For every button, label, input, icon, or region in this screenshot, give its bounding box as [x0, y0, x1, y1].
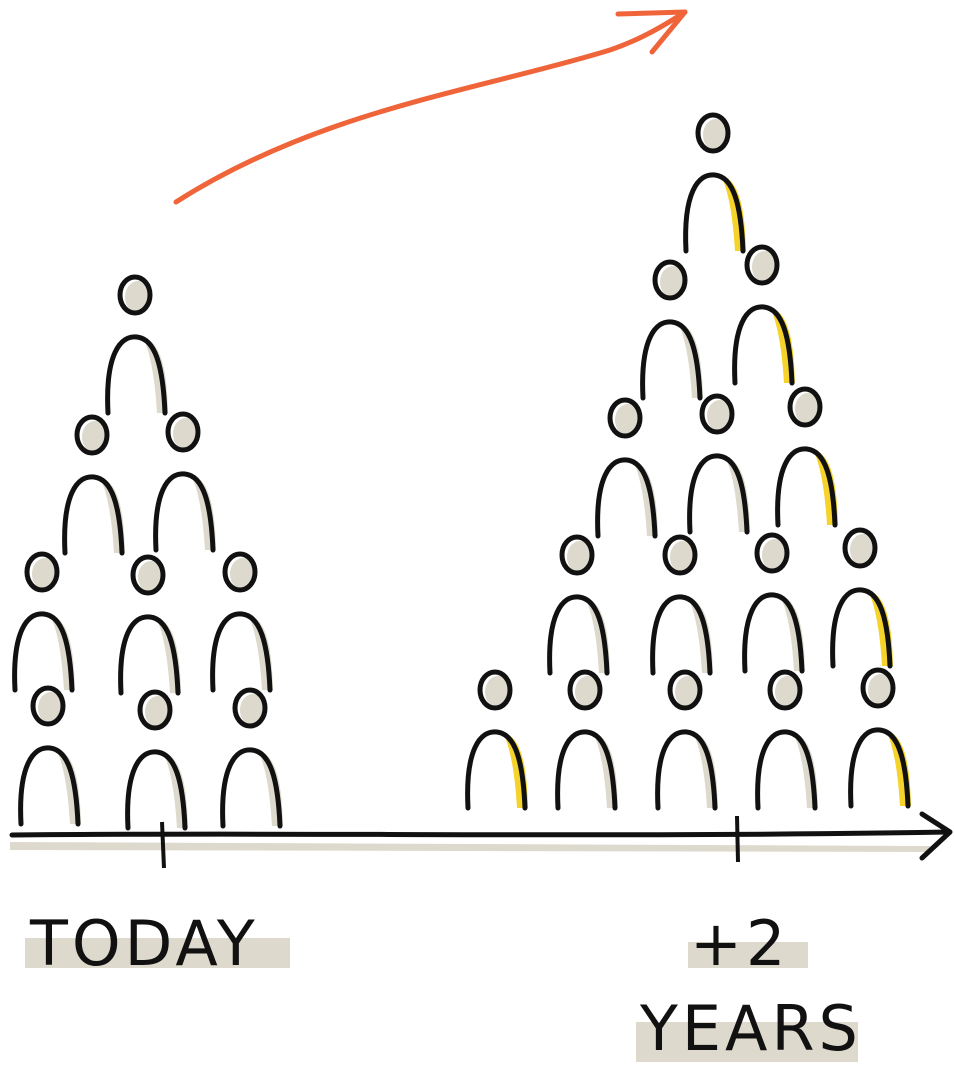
today-label: TODAY: [29, 907, 259, 980]
time-axis: [12, 832, 948, 835]
tick-two-years: [737, 816, 738, 862]
growth-arrow: [176, 12, 685, 202]
axis-arrowhead: [922, 814, 950, 858]
plus-label: +2: [690, 907, 789, 980]
years-label: YEARS: [639, 992, 862, 1065]
people: [15, 115, 911, 828]
tick-today: [162, 822, 164, 868]
illustration: TODAY +2 YEARS: [0, 0, 954, 1075]
axis-shadow: [10, 842, 930, 852]
